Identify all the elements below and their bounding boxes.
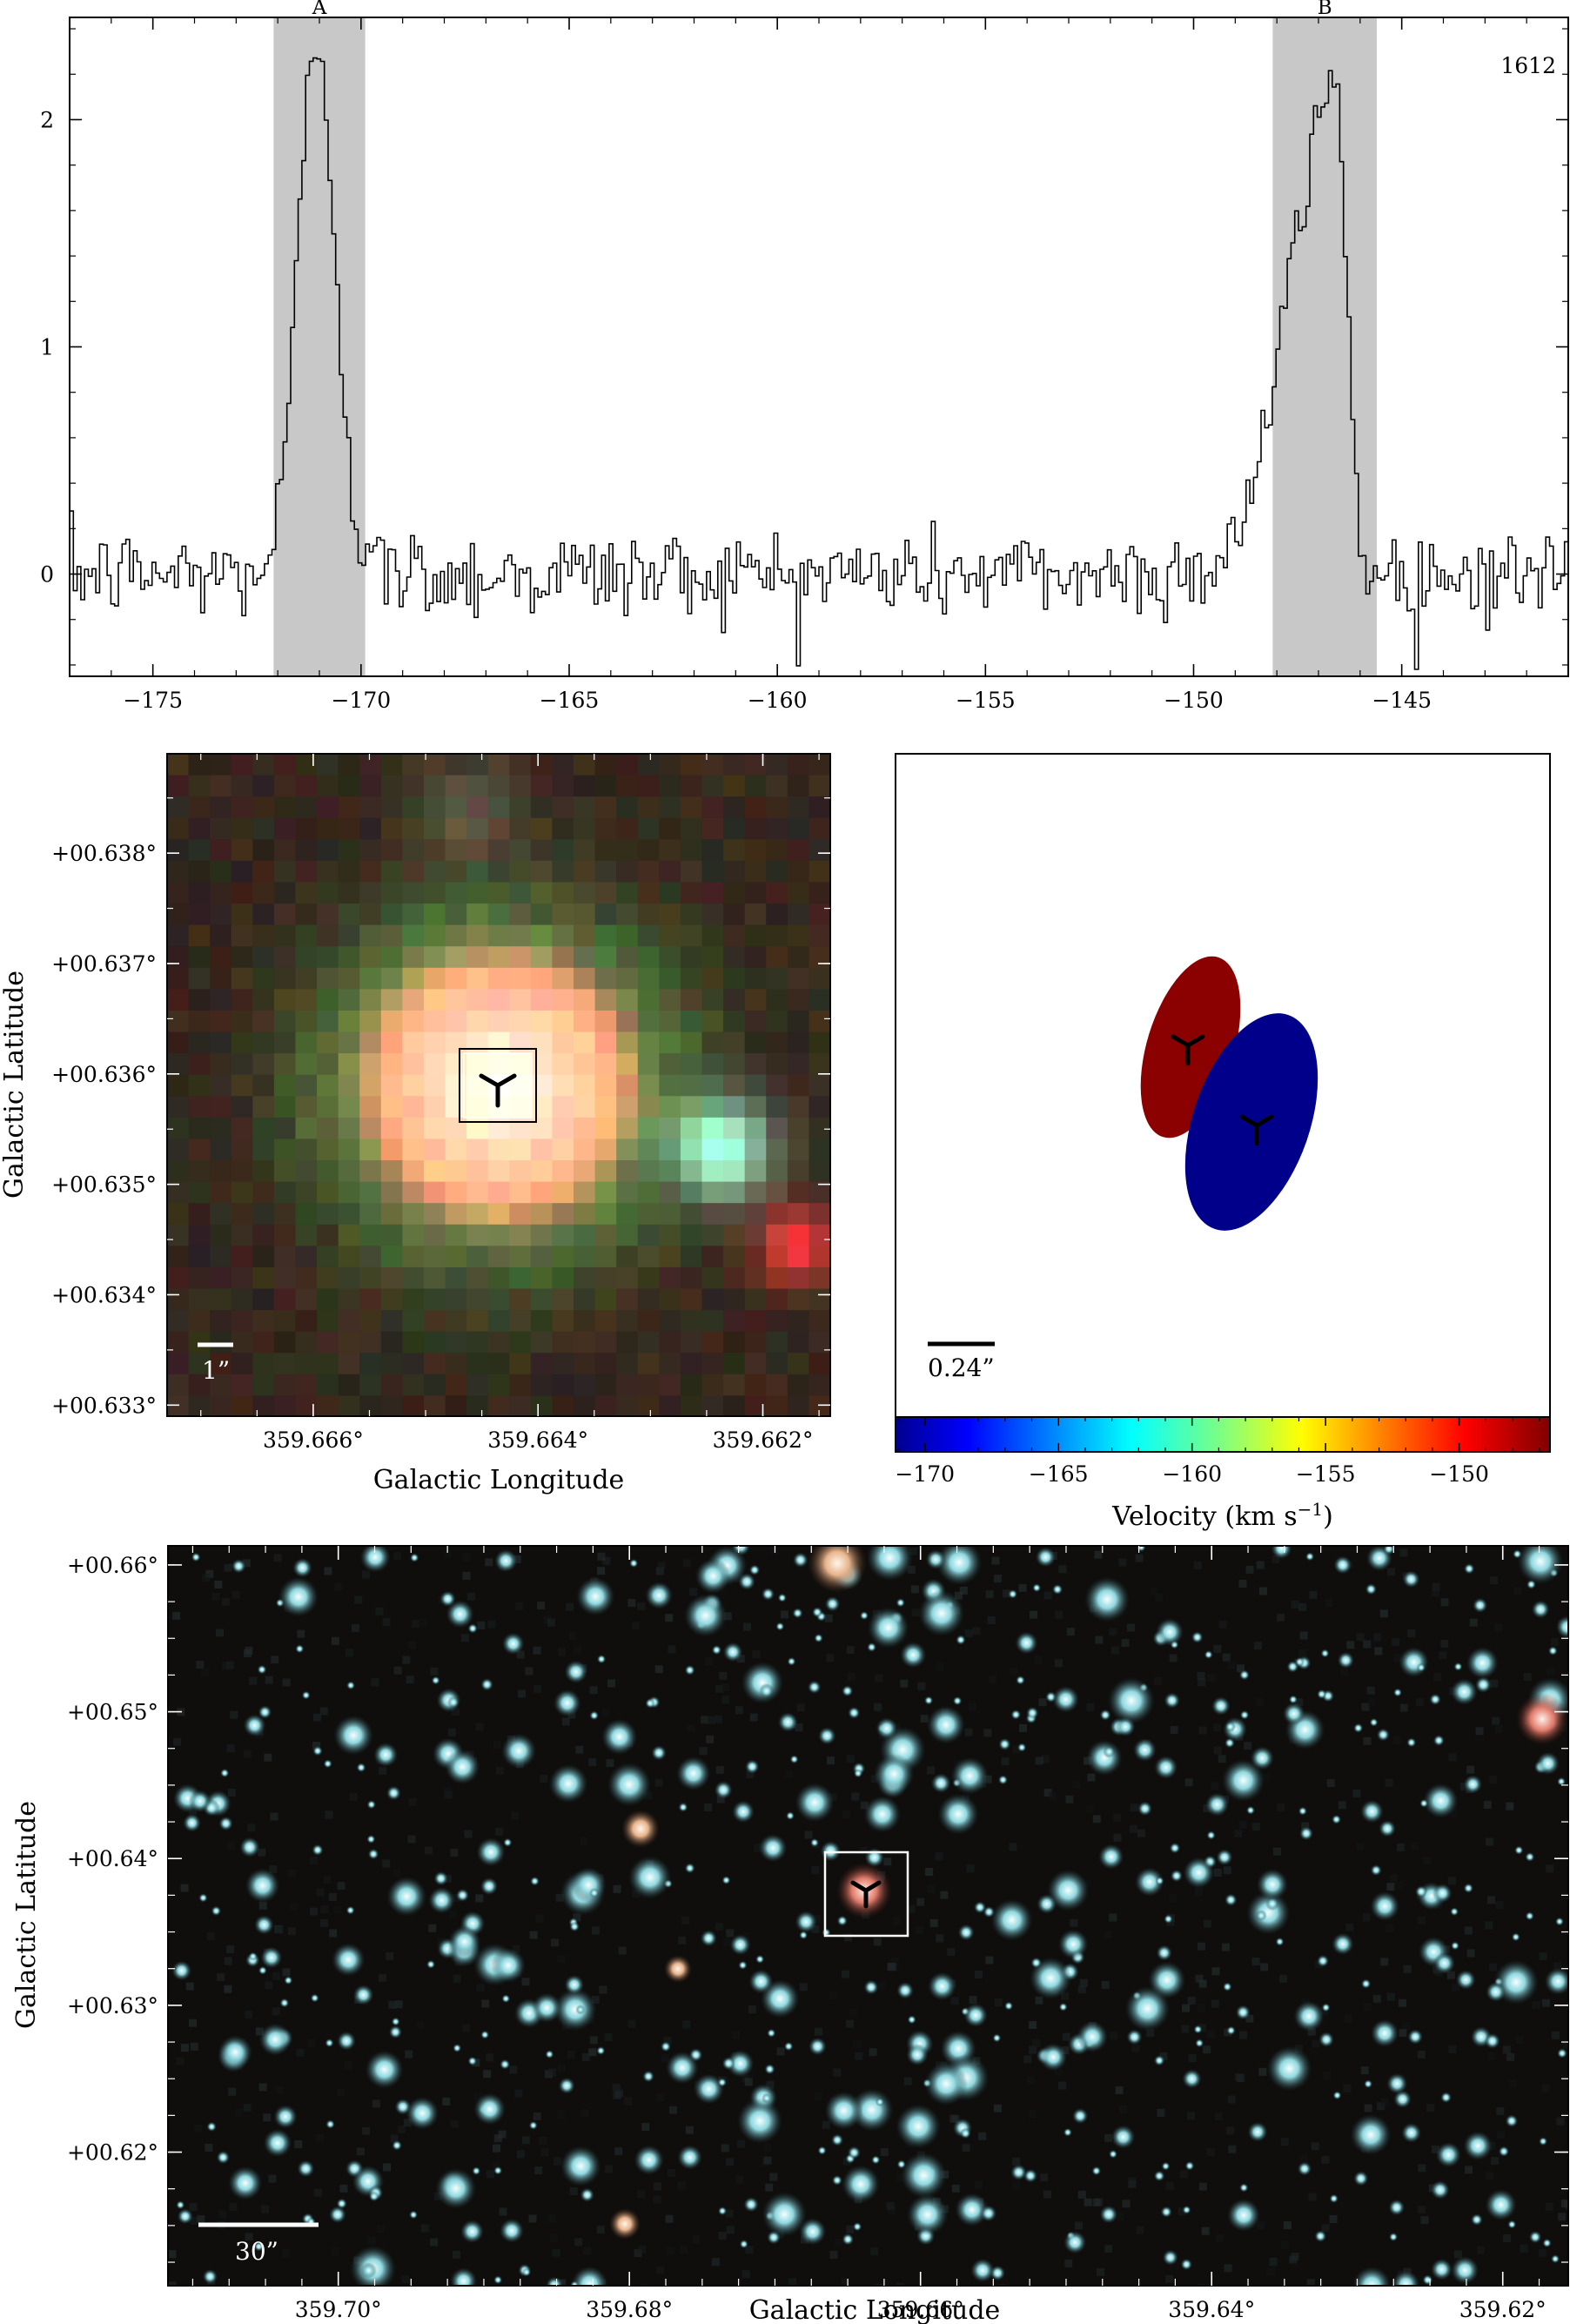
wide-ytick-label: +00.65° bbox=[67, 1700, 158, 1725]
spots-scale-bar: 0.24” bbox=[928, 1341, 995, 1382]
wide-source-marker bbox=[823, 1850, 909, 1938]
zoom-xtick-label: 359.666° bbox=[263, 1427, 364, 1453]
colorbar-tick-label: −155 bbox=[1296, 1461, 1356, 1487]
zoom-ylabel: Galactic Latitude bbox=[0, 971, 30, 1199]
wide-xtick-label: 359.68° bbox=[586, 2297, 673, 2322]
spectrum-ticks: −175 −170 −165 −160 −155 −150 −145 0 1 2 bbox=[40, 17, 1569, 713]
zoom-ytick-label: +00.633° bbox=[51, 1393, 157, 1418]
zoom-scale-label: 1” bbox=[202, 1356, 230, 1385]
zoom-frame bbox=[166, 753, 831, 1417]
zoom-ticks: 359.666° 359.664° 359.662° +00.633° +00.634°… bbox=[51, 754, 830, 1453]
wide-xtick-label: 359.66° bbox=[877, 2297, 964, 2322]
wide-ytick-label: +00.64° bbox=[67, 1846, 158, 1871]
zoom-source-marker bbox=[459, 1048, 537, 1123]
wide-ylabel: Galactic Latitude bbox=[11, 1801, 42, 2029]
maser-spots-panel: 0.24” −170 −165 −160 −155 −150 Velocity (km … bbox=[895, 753, 1551, 1532]
zoom-ytick-label: +00.636° bbox=[51, 1062, 157, 1087]
wide-xtick-label: 359.62° bbox=[1459, 2297, 1547, 2322]
colorbar-tick-label: −170 bbox=[895, 1461, 955, 1487]
zoom-image-panel: 359.666° 359.664° 359.662° +00.633° +00.634°… bbox=[0, 753, 831, 1495]
wide-ytick-label: +00.66° bbox=[67, 1553, 158, 1578]
spectrum-xtick-label: −150 bbox=[1164, 688, 1224, 713]
zoom-ytick-label: +00.638° bbox=[51, 841, 157, 866]
spectrum-xtick-label: −155 bbox=[956, 688, 1016, 713]
shaded-region-A bbox=[273, 17, 366, 676]
zoom-ytick-label: +00.637° bbox=[51, 951, 157, 977]
spectrum-xtick-label: −170 bbox=[331, 688, 391, 713]
wide-frame bbox=[167, 1545, 1569, 2287]
region-label-A: A bbox=[312, 0, 327, 19]
zoom-xtick-label: 359.662° bbox=[713, 1427, 814, 1453]
wide-scale-label: 30” bbox=[235, 2237, 278, 2266]
spectrum-ytick-label: 1 bbox=[40, 335, 54, 360]
spots-scale-label: 0.24” bbox=[928, 1353, 995, 1382]
colorbar-tick-label: −165 bbox=[1029, 1461, 1089, 1487]
spectrum-xtick-label: −165 bbox=[540, 688, 600, 713]
wide-ytick-label: +00.63° bbox=[67, 1993, 158, 2018]
blue-spot-marker bbox=[1239, 1114, 1274, 1146]
colorbar-label: Velocity (km s−1) bbox=[1111, 1499, 1333, 1532]
shaded-region-B bbox=[1272, 17, 1377, 676]
spectrum-ytick-label: 0 bbox=[40, 562, 54, 588]
wide-field-panel: 359.70° 359.68° 359.66° 359.64° 359.62° +00.6… bbox=[11, 1545, 1569, 2324]
colorbar-tick-label: −160 bbox=[1162, 1461, 1222, 1487]
spectrum-xtick-label: −175 bbox=[123, 688, 183, 713]
spectrum-ytick-label: 2 bbox=[40, 107, 54, 132]
colorbar-tick-label: −150 bbox=[1429, 1461, 1489, 1487]
zoom-ytick-label: +00.634° bbox=[51, 1282, 157, 1307]
region-label-B: B bbox=[1318, 0, 1332, 19]
wide-field-stars bbox=[168, 1546, 1568, 2286]
wide-ytick-label: +00.62° bbox=[67, 2140, 158, 2166]
spectrum-xtick-label: −160 bbox=[748, 688, 808, 713]
wide-xtick-label: 359.64° bbox=[1168, 2297, 1255, 2322]
spectrum-xtick-label: −145 bbox=[1372, 688, 1432, 713]
wide-ticks: 359.70° 359.68° 359.66° 359.64° 359.62° +00.6… bbox=[67, 1546, 1568, 2322]
zoom-image-pixels bbox=[167, 754, 830, 1416]
spectrum-line bbox=[70, 57, 1568, 670]
wide-xtick-label: 359.70° bbox=[295, 2297, 382, 2322]
wide-xlabel: Galactic Longitude bbox=[749, 2295, 1001, 2324]
red-spot-marker bbox=[1171, 1034, 1205, 1066]
colorbar-ticks: −170 −165 −160 −155 −150 bbox=[895, 1417, 1540, 1487]
zoom-ytick-label: +00.635° bbox=[51, 1172, 157, 1198]
zoom-scale-bar: 1” bbox=[198, 1342, 233, 1385]
colorbar bbox=[895, 1416, 1551, 1453]
zoom-xlabel: Galactic Longitude bbox=[373, 1465, 625, 1495]
corner-label: 1612 bbox=[1500, 53, 1556, 78]
wide-scale-bar: 30” bbox=[198, 2222, 319, 2266]
zoom-xtick-label: 359.664° bbox=[487, 1427, 588, 1453]
